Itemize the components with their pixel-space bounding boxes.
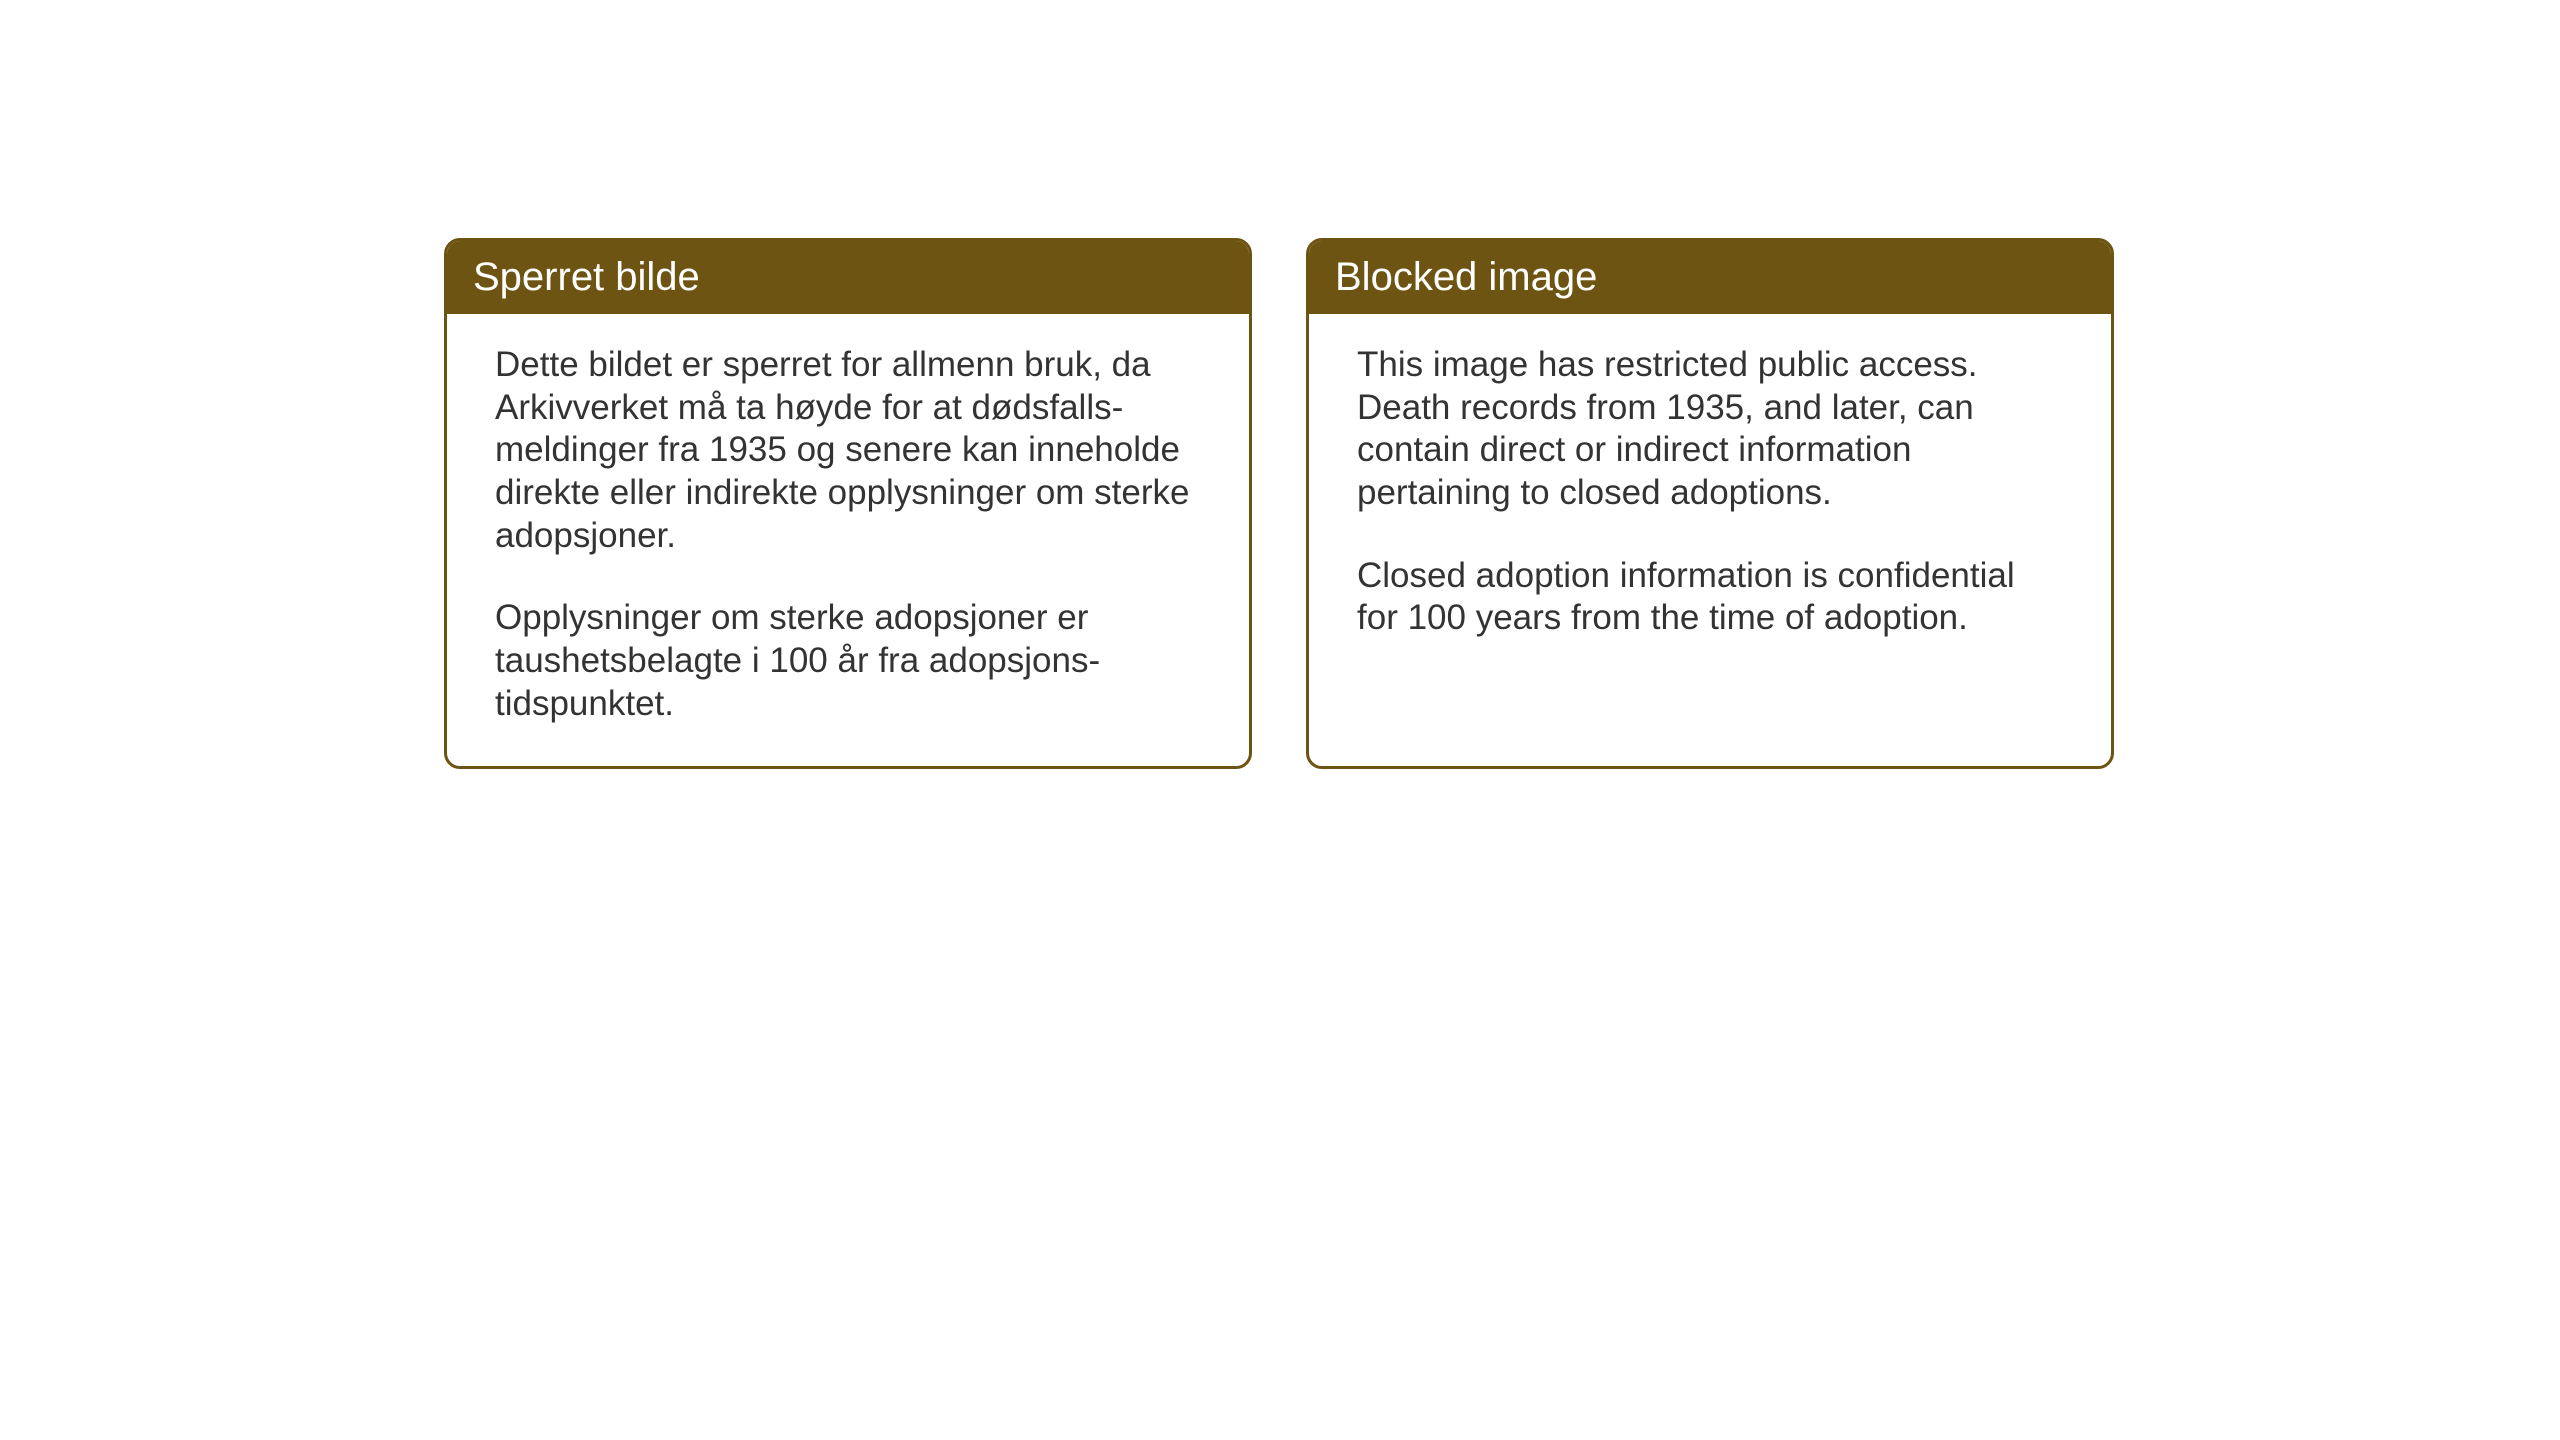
cards-container: Sperret bilde Dette bildet er sperret fo… [444,238,2114,769]
norwegian-paragraph-2: Opplysninger om sterke adopsjoner er tau… [495,597,1201,725]
norwegian-paragraph-1: Dette bildet er sperret for allmenn bruk… [495,344,1201,557]
english-paragraph-2: Closed adoption information is confident… [1357,555,2063,640]
english-card-body: This image has restricted public access.… [1309,314,2111,680]
norwegian-card-title: Sperret bilde [447,241,1249,314]
english-paragraph-1: This image has restricted public access.… [1357,344,2063,515]
english-card: Blocked image This image has restricted … [1306,238,2114,769]
norwegian-card: Sperret bilde Dette bildet er sperret fo… [444,238,1252,769]
english-card-title: Blocked image [1309,241,2111,314]
norwegian-card-body: Dette bildet er sperret for allmenn bruk… [447,314,1249,766]
